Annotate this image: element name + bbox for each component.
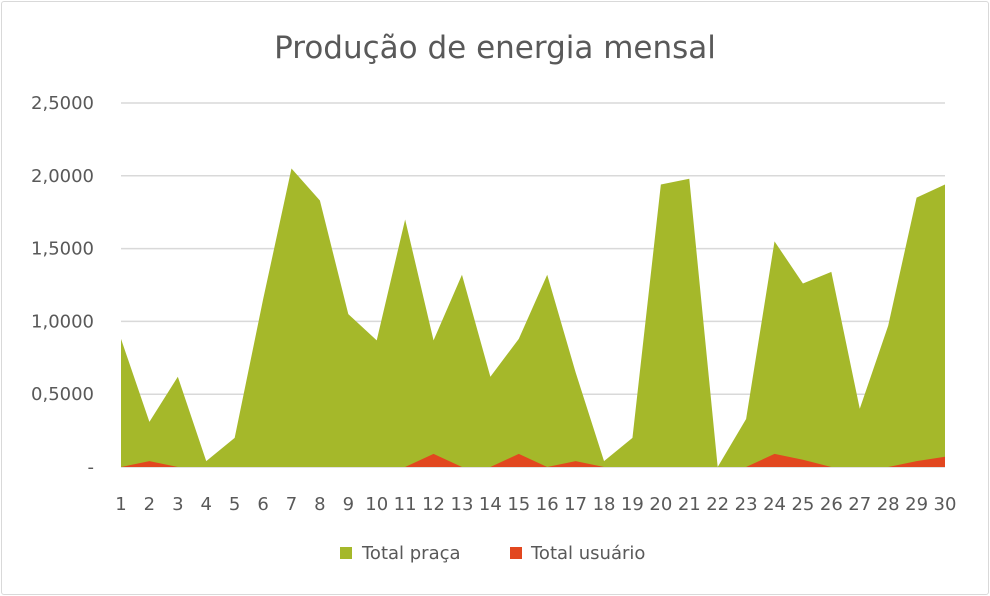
x-tick-label: 30 — [934, 494, 957, 515]
area-series — [121, 168, 945, 467]
x-tick-label: 10 — [365, 494, 388, 515]
y-tick-label: 1,5000 — [31, 239, 94, 260]
legend-label-2: Total usuário — [530, 543, 645, 564]
x-tick-label: 15 — [507, 494, 530, 515]
x-tick-label: 11 — [394, 494, 417, 515]
y-tick-label: - — [88, 457, 95, 478]
x-tick-label: 21 — [678, 494, 701, 515]
x-tick-label: 26 — [820, 494, 843, 515]
x-tick-label: 22 — [706, 494, 729, 515]
area-series-1 — [121, 168, 945, 467]
x-tick-label: 6 — [257, 494, 268, 515]
legend-swatch-2 — [510, 547, 522, 559]
x-tick-label: 27 — [848, 494, 871, 515]
x-tick-label: 20 — [649, 494, 672, 515]
x-tick-label: 29 — [905, 494, 928, 515]
y-tick-label: 1,0000 — [31, 311, 94, 332]
y-axis-tick-labels: - 0,5000 1,0000 1,5000 2,0000 2,5000 — [31, 93, 94, 478]
x-tick-label: 8 — [314, 494, 325, 515]
x-tick-label: 2 — [144, 494, 155, 515]
y-tick-label: 2,5000 — [31, 93, 94, 114]
x-tick-label: 1 — [115, 494, 126, 515]
x-tick-label: 23 — [735, 494, 758, 515]
x-tick-label: 24 — [763, 494, 786, 515]
x-axis-tick-labels: 1 2 3 4 5 6 7 8 9 10 11 12 13 14 15 16 17 18 19 20 21 22 23 24 2… — [115, 494, 956, 515]
legend: Total praça Total usuário — [340, 543, 645, 564]
area-series-2 — [121, 453, 945, 467]
y-tick-label: 0,5000 — [31, 384, 94, 405]
x-tick-label: 18 — [593, 494, 616, 515]
x-tick-label: 7 — [286, 494, 297, 515]
x-tick-label: 25 — [791, 494, 814, 515]
x-tick-label: 14 — [479, 494, 502, 515]
legend-swatch-1 — [340, 547, 352, 559]
x-tick-label: 5 — [229, 494, 240, 515]
x-tick-label: 9 — [343, 494, 354, 515]
x-tick-label: 17 — [564, 494, 587, 515]
x-tick-label: 13 — [451, 494, 474, 515]
y-tick-label: 2,0000 — [31, 166, 94, 187]
chart-title: Produção de energia mensal — [274, 30, 716, 66]
x-tick-label: 19 — [621, 494, 644, 515]
x-tick-label: 3 — [172, 494, 183, 515]
x-tick-label: 4 — [201, 494, 212, 515]
legend-label-1: Total praça — [361, 543, 461, 564]
x-tick-label: 28 — [877, 494, 900, 515]
x-tick-label: 16 — [536, 494, 559, 515]
x-tick-label: 12 — [422, 494, 445, 515]
